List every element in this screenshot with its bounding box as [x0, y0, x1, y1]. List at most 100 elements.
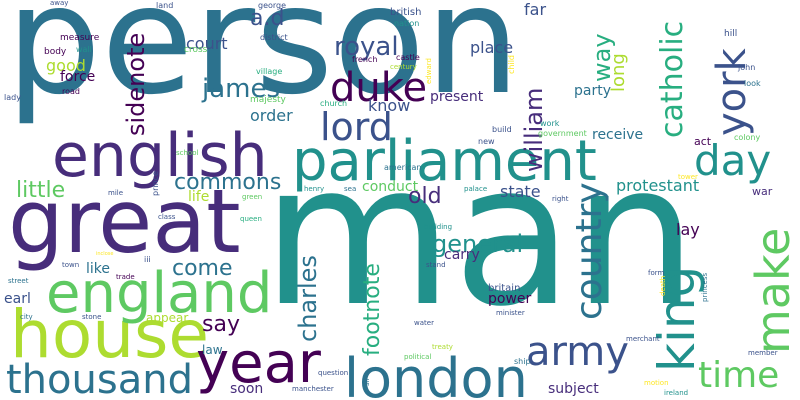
word-year: year	[196, 331, 321, 396]
word-build: build	[492, 125, 512, 134]
word-member: member	[748, 349, 778, 357]
word-country: country	[569, 182, 610, 320]
word-house: house	[10, 296, 210, 373]
word-york: york	[709, 48, 755, 136]
word-iii: iii	[144, 255, 151, 264]
word-state: state	[500, 182, 541, 201]
word-subject: subject	[548, 381, 599, 397]
word-mile: mile	[108, 189, 124, 197]
word-majesty: majesty	[250, 95, 286, 105]
word-look: look	[744, 79, 761, 88]
word-stand: stand	[426, 261, 446, 269]
word-road: road	[62, 87, 80, 96]
word-child: child	[507, 55, 516, 74]
word-day: day	[694, 136, 772, 185]
word-power: power	[488, 291, 532, 307]
word-james: james	[202, 74, 281, 104]
word-duke: duke	[330, 65, 428, 111]
word-ship: ship	[514, 357, 531, 366]
word-new: new	[478, 137, 495, 146]
word-stone: stone	[82, 313, 102, 321]
word-question: question	[318, 369, 349, 377]
word-little: little	[16, 178, 66, 203]
word-footnote: footnote	[360, 263, 385, 356]
word-lord: lord	[320, 105, 393, 149]
word-thousand: thousand	[6, 357, 193, 400]
word-sea: sea	[344, 185, 357, 193]
word-place: place	[470, 38, 514, 57]
word-london: london	[344, 347, 528, 400]
word-sidenote: sidenote	[122, 32, 150, 136]
word-street: street	[8, 277, 29, 285]
word-american: american	[384, 163, 422, 172]
word-district: district	[260, 33, 288, 42]
word-protestant: protestant	[616, 176, 700, 195]
word-right: right	[552, 195, 569, 203]
word-george: george	[258, 1, 287, 10]
word-city: city	[20, 313, 33, 321]
word-henry: henry	[304, 185, 325, 193]
word-queen: queen	[240, 215, 262, 223]
word-water: water	[414, 319, 434, 327]
word-political: political	[404, 353, 432, 361]
word-sir: sir	[363, 377, 371, 386]
word-conduct: conduct	[362, 179, 419, 195]
word-form: form	[648, 269, 665, 277]
word-cross: cross	[184, 45, 208, 55]
word-tower: tower	[678, 173, 698, 181]
word-general: general	[432, 230, 524, 258]
word-hill: hill	[724, 29, 738, 39]
word-war: war	[752, 185, 773, 198]
word-court: court	[186, 34, 228, 53]
word-away: away	[50, 0, 69, 7]
word-prince: prince	[151, 171, 160, 196]
word-far: far	[524, 0, 547, 19]
word-palace: palace	[464, 185, 488, 193]
word-a.d: a.d	[250, 6, 285, 31]
word-life: life	[188, 189, 210, 205]
word-force: force	[60, 69, 96, 85]
word-french: french	[352, 55, 378, 64]
word-school: school	[176, 149, 199, 157]
word-order: order	[250, 106, 293, 125]
word-village: village	[256, 67, 283, 76]
word-english: english	[52, 121, 268, 191]
word-treaty: treaty	[432, 343, 453, 351]
word-army: army	[526, 329, 629, 375]
word-catholic: catholic	[655, 20, 690, 138]
word-lay: lay	[676, 220, 700, 239]
word-merchant: merchant	[626, 335, 660, 343]
word-colony: colony	[734, 133, 761, 142]
word-parliament: parliament	[292, 129, 597, 194]
word-princess: princess	[701, 272, 709, 302]
word-motion: motion	[644, 379, 669, 387]
word-receive: receive	[592, 127, 644, 143]
word-manchester: manchester	[292, 385, 334, 393]
word-charles: charles	[294, 255, 322, 342]
word-building: building	[424, 223, 453, 231]
word-century: century	[390, 63, 417, 71]
word-good: good	[46, 56, 86, 75]
word-soon: soon	[230, 381, 264, 397]
word-minister: minister	[496, 309, 525, 317]
word-green: green	[242, 193, 263, 201]
word-person: person	[6, 0, 521, 128]
word-class: class	[158, 213, 176, 221]
word-come: come	[172, 256, 233, 281]
word-land: land	[156, 1, 174, 10]
word-man: man	[262, 122, 698, 350]
word-make: make	[746, 227, 800, 354]
word-commons: commons	[174, 170, 282, 195]
word-nation: nation	[394, 19, 420, 28]
word-church: church	[320, 99, 348, 108]
word-inclose: inclose	[96, 251, 114, 257]
word-britain: britain	[488, 283, 521, 294]
word-death: death	[659, 275, 667, 296]
word-british: british	[390, 7, 422, 18]
word-long: long	[608, 53, 629, 92]
word-old: old	[408, 184, 442, 209]
word-appear: appear	[146, 311, 189, 325]
word-town: town	[62, 261, 80, 269]
word-wall: wall	[76, 45, 92, 54]
word-lady: lady	[4, 93, 21, 102]
